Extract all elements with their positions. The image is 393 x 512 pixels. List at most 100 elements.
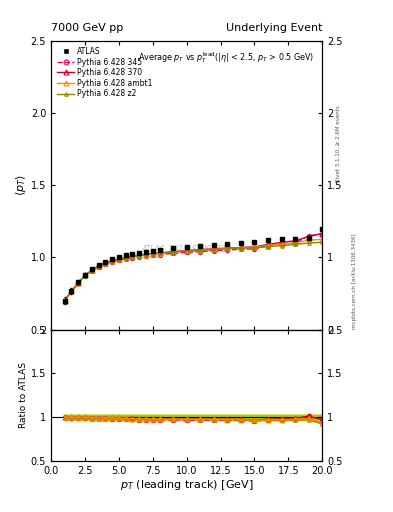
Pythia 6.428 z2 xyxy=(225,246,230,252)
Pythia 6.428 z2 xyxy=(62,297,67,304)
Pythia 6.428 ambt1 xyxy=(211,246,216,252)
Pythia 6.428 ambt1 xyxy=(144,251,149,258)
Pythia 6.428 345 xyxy=(293,240,298,246)
Pythia 6.428 z2 xyxy=(239,245,243,251)
Pythia 6.428 370 xyxy=(62,297,67,304)
Pythia 6.428 370 xyxy=(103,260,108,266)
Pythia 6.428 z2 xyxy=(307,240,311,246)
Pythia 6.428 345 xyxy=(62,298,67,304)
Pythia 6.428 370 xyxy=(69,288,74,294)
Pythia 6.428 z2 xyxy=(83,273,87,279)
Pythia 6.428 ambt1 xyxy=(307,237,311,243)
X-axis label: $p_T$ (leading track) [GeV]: $p_T$ (leading track) [GeV] xyxy=(120,478,253,493)
Pythia 6.428 345 xyxy=(116,257,121,263)
Pythia 6.428 z2 xyxy=(90,267,94,273)
Line: Pythia 6.428 370: Pythia 6.428 370 xyxy=(62,231,325,303)
Pythia 6.428 ambt1 xyxy=(76,280,81,286)
Pythia 6.428 z2 xyxy=(157,250,162,257)
Pythia 6.428 z2 xyxy=(69,288,74,294)
Text: 7000 GeV pp: 7000 GeV pp xyxy=(51,23,123,33)
Pythia 6.428 345 xyxy=(144,253,149,259)
Pythia 6.428 ambt1 xyxy=(184,248,189,254)
Pythia 6.428 345 xyxy=(96,264,101,270)
Pythia 6.428 z2 xyxy=(116,256,121,262)
Pythia 6.428 z2 xyxy=(279,243,284,249)
Pythia 6.428 ambt1 xyxy=(320,237,325,243)
Pythia 6.428 z2 xyxy=(266,244,270,250)
Pythia 6.428 370 xyxy=(76,280,81,286)
Pythia 6.428 ambt1 xyxy=(83,272,87,279)
Pythia 6.428 370 xyxy=(184,247,189,253)
Pythia 6.428 z2 xyxy=(123,255,128,261)
Pythia 6.428 ambt1 xyxy=(137,252,141,259)
Pythia 6.428 370 xyxy=(252,244,257,250)
Pythia 6.428 370 xyxy=(211,246,216,252)
Pythia 6.428 345 xyxy=(76,280,81,286)
Pythia 6.428 z2 xyxy=(144,252,149,258)
Pythia 6.428 ambt1 xyxy=(279,241,284,247)
Pythia 6.428 ambt1 xyxy=(130,253,135,260)
Pythia 6.428 370 xyxy=(96,263,101,269)
Pythia 6.428 ambt1 xyxy=(198,247,203,253)
Pythia 6.428 345 xyxy=(90,268,94,274)
Y-axis label: $\langle p_T \rangle$: $\langle p_T \rangle$ xyxy=(14,175,28,196)
Line: Pythia 6.428 ambt1: Pythia 6.428 ambt1 xyxy=(62,237,325,303)
Pythia 6.428 ambt1 xyxy=(266,243,270,249)
Pythia 6.428 345 xyxy=(83,273,87,279)
Pythia 6.428 345 xyxy=(307,233,311,239)
Pythia 6.428 ambt1 xyxy=(110,258,114,264)
Pythia 6.428 z2 xyxy=(137,252,141,259)
Pythia 6.428 370 xyxy=(137,252,141,258)
Pythia 6.428 z2 xyxy=(171,249,175,255)
Pythia 6.428 z2 xyxy=(320,239,325,245)
Pythia 6.428 370 xyxy=(239,244,243,250)
Text: Average $p_T$ vs $p_T^{\rm lead}$(|$\eta$| < 2.5, $p_T$ > 0.5 GeV): Average $p_T$ vs $p_T^{\rm lead}$(|$\eta… xyxy=(138,50,314,65)
Pythia 6.428 370 xyxy=(266,241,270,247)
Pythia 6.428 370 xyxy=(198,247,203,253)
Pythia 6.428 370 xyxy=(293,238,298,244)
Pythia 6.428 ambt1 xyxy=(239,245,243,251)
Pythia 6.428 ambt1 xyxy=(90,267,94,273)
Pythia 6.428 ambt1 xyxy=(69,288,74,294)
Pythia 6.428 z2 xyxy=(198,247,203,253)
Pythia 6.428 345 xyxy=(266,243,270,249)
Pythia 6.428 z2 xyxy=(96,263,101,269)
Pythia 6.428 z2 xyxy=(211,246,216,252)
Pythia 6.428 345 xyxy=(184,249,189,255)
Text: Underlying Event: Underlying Event xyxy=(226,23,322,33)
Pythia 6.428 370 xyxy=(144,251,149,258)
Pythia 6.428 ambt1 xyxy=(116,256,121,262)
Pythia 6.428 370 xyxy=(279,239,284,245)
Pythia 6.428 370 xyxy=(110,258,114,264)
Pythia 6.428 345 xyxy=(225,247,230,253)
Pythia 6.428 345 xyxy=(211,248,216,254)
Pythia 6.428 z2 xyxy=(293,241,298,247)
Text: mcplots.cern.ch [arXiv:1306.3436]: mcplots.cern.ch [arXiv:1306.3436] xyxy=(352,234,357,329)
Pythia 6.428 345 xyxy=(69,289,74,295)
Pythia 6.428 370 xyxy=(123,254,128,261)
Pythia 6.428 ambt1 xyxy=(157,250,162,256)
Pythia 6.428 370 xyxy=(225,245,230,251)
Pythia 6.428 345 xyxy=(279,241,284,247)
Pythia 6.428 370 xyxy=(116,255,121,262)
Pythia 6.428 ambt1 xyxy=(62,297,67,304)
Pythia 6.428 370 xyxy=(130,253,135,259)
Line: Pythia 6.428 z2: Pythia 6.428 z2 xyxy=(63,241,324,303)
Pythia 6.428 345 xyxy=(320,230,325,237)
Text: ATLAS_2010_S8894728: ATLAS_2010_S8894728 xyxy=(141,244,232,253)
Pythia 6.428 345 xyxy=(171,250,175,257)
Pythia 6.428 345 xyxy=(110,259,114,265)
Pythia 6.428 ambt1 xyxy=(151,251,155,257)
Pythia 6.428 345 xyxy=(123,256,128,262)
Line: Pythia 6.428 345: Pythia 6.428 345 xyxy=(62,231,324,303)
Pythia 6.428 ambt1 xyxy=(293,240,298,246)
Pythia 6.428 345 xyxy=(157,251,162,258)
Pythia 6.428 z2 xyxy=(184,248,189,254)
Pythia 6.428 370 xyxy=(171,249,175,255)
Pythia 6.428 370 xyxy=(90,267,94,273)
Pythia 6.428 345 xyxy=(130,254,135,261)
Pythia 6.428 ambt1 xyxy=(225,245,230,251)
Pythia 6.428 z2 xyxy=(252,245,257,251)
Pythia 6.428 345 xyxy=(252,246,257,252)
Pythia 6.428 370 xyxy=(83,272,87,279)
